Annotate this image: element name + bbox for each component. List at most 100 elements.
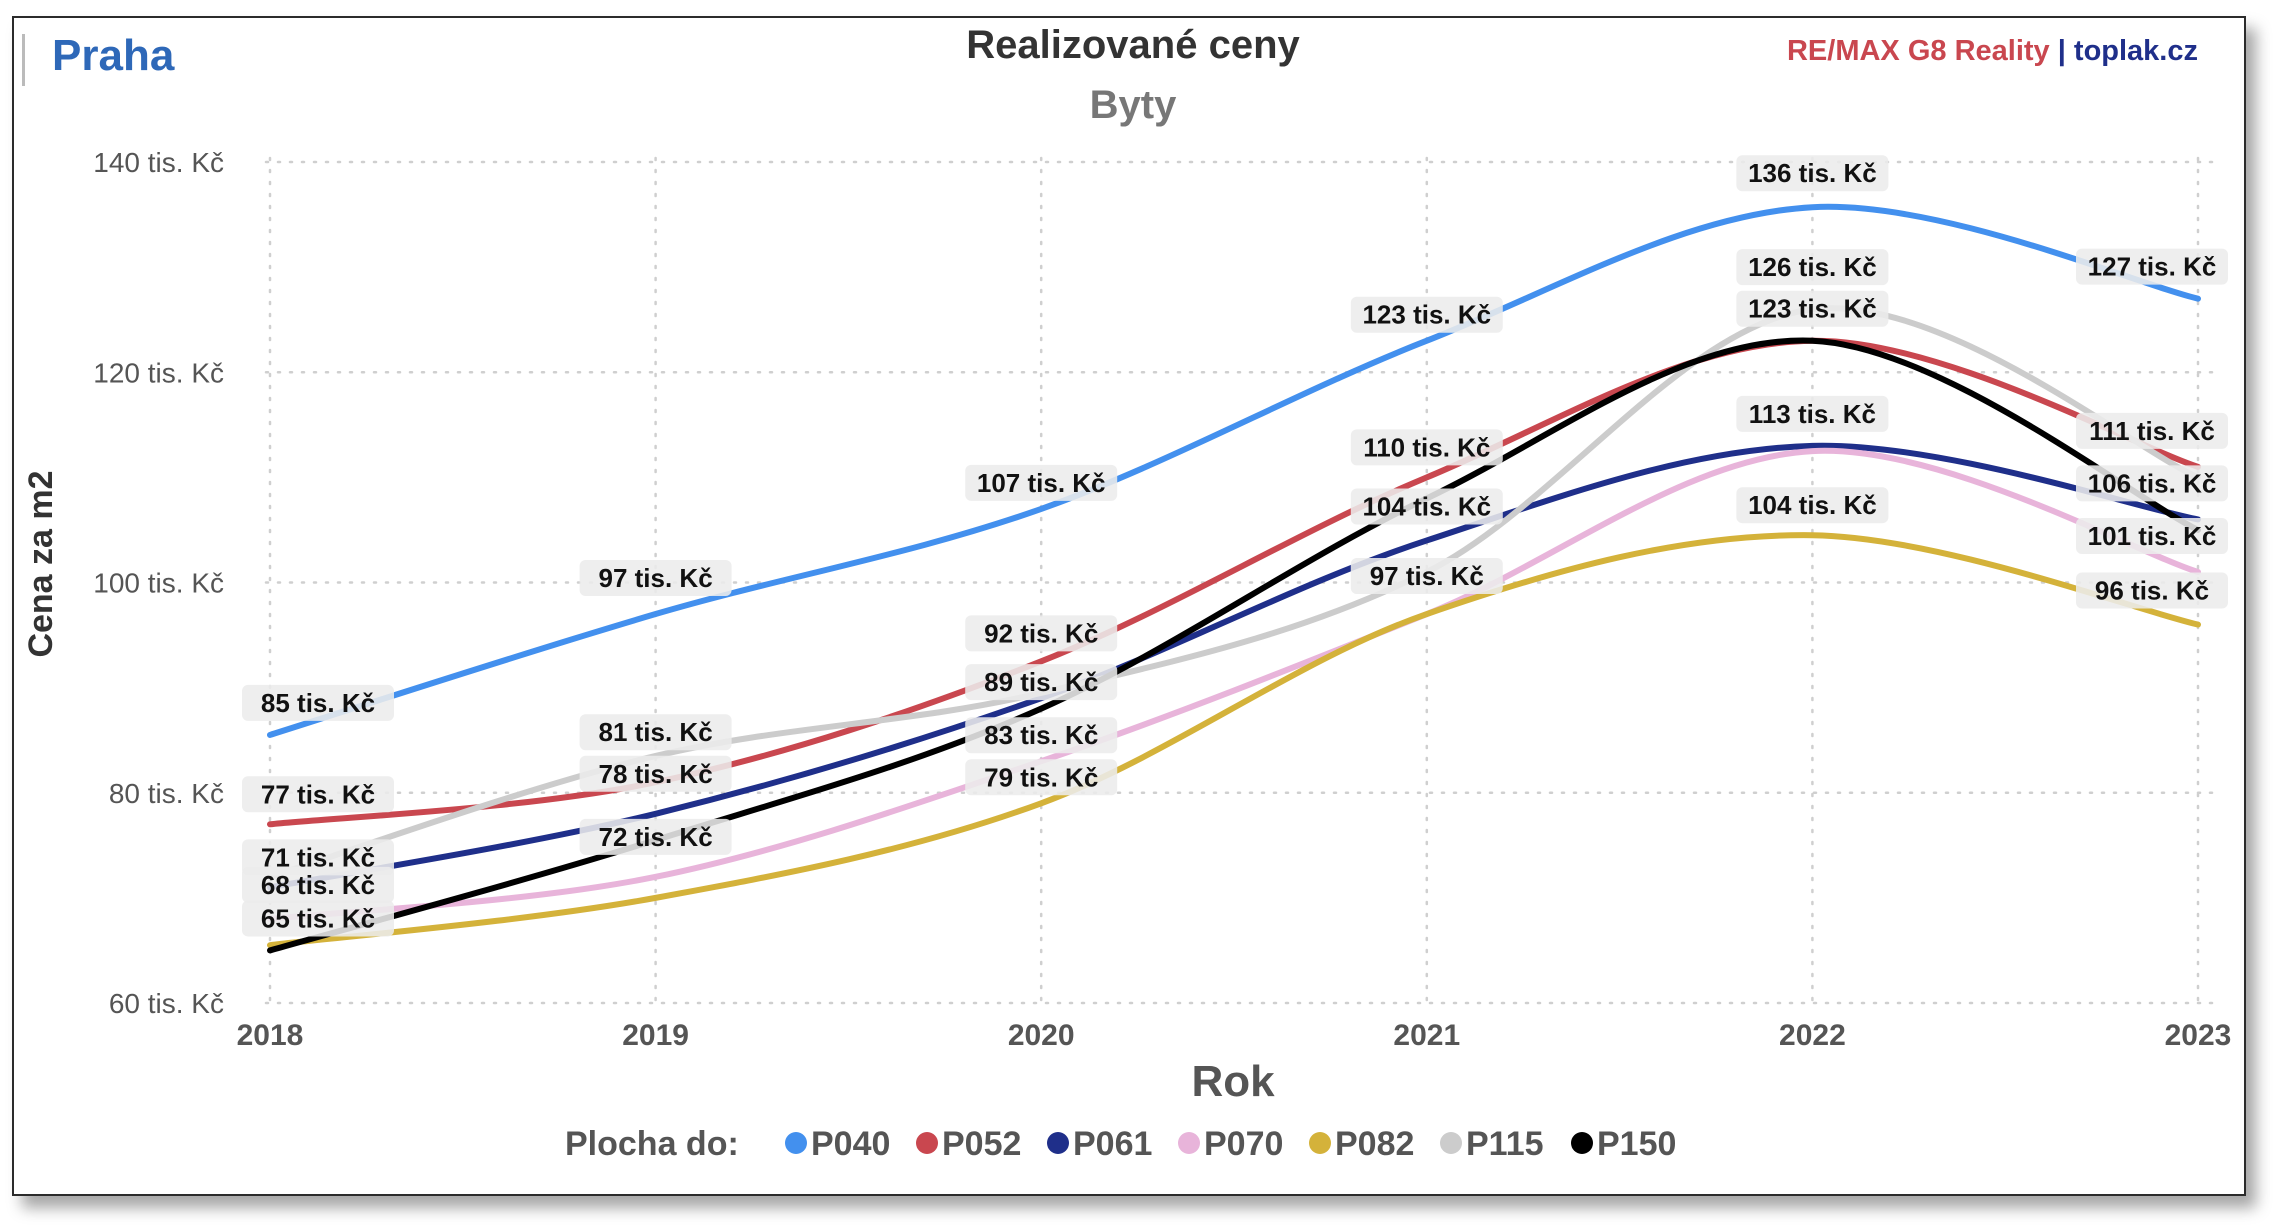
legend-label-p070: P070: [1204, 1125, 1283, 1163]
data-label: 81 tis. Kč: [579, 714, 732, 751]
series-line-p040: [267, 203, 2201, 738]
data-label-bg: [242, 684, 394, 721]
data-label: 101 tis. Kč: [2076, 517, 2228, 554]
legend-marker-p150: [1571, 1132, 1593, 1154]
data-label-text: 97 tis. Kč: [1370, 561, 1484, 591]
data-label: 107 tis. Kč: [965, 464, 1118, 501]
data-label-bg: [965, 664, 1118, 701]
data-label: 136 tis. Kč: [1736, 155, 1889, 192]
brand-text: RE/MAX G8 Reality | toplak.cz: [1787, 35, 2198, 67]
brand-remax: RE/MAX G8 Reality: [1787, 35, 2050, 67]
data-label: 92 tis. Kč: [965, 615, 1118, 652]
data-label: 96 tis. Kč: [2076, 572, 2228, 609]
data-label-text: 123 tis. Kč: [1362, 300, 1491, 330]
data-label-text: 123 tis. Kč: [1748, 294, 1877, 324]
legend-label-p150: P150: [1597, 1125, 1676, 1163]
series-line-p082: [267, 532, 2201, 949]
data-label-text: 92 tis. Kč: [984, 618, 1098, 648]
data-label-text: 104 tis. Kč: [1362, 491, 1491, 521]
data-label-text: 126 tis. Kč: [1748, 252, 1877, 282]
data-label-bg: [242, 866, 394, 903]
x-axis-ticks: 2018 2019 2020 2021 2022 2023: [237, 1019, 2232, 1052]
y-tick-label: 120 tis. Kč: [93, 357, 224, 388]
data-label-text: 78 tis. Kč: [599, 759, 713, 789]
y-tick-label: 60 tis. Kč: [109, 988, 224, 1019]
data-label: 126 tis. Kč: [1736, 249, 1889, 286]
data-label-bg: [2076, 572, 2228, 609]
data-label: 106 tis. Kč: [2076, 465, 2228, 502]
legend-marker-p061: [1047, 1132, 1069, 1154]
data-label-text: 81 tis. Kč: [599, 717, 713, 747]
y-axis-label: Cena za m2: [22, 470, 60, 657]
series-line-p070: [267, 447, 2201, 922]
data-label-text: 136 tis. Kč: [1748, 158, 1877, 188]
legend-title: Plocha do:: [565, 1125, 739, 1163]
data-label: 83 tis. Kč: [965, 717, 1118, 754]
legend-label-p040: P040: [811, 1125, 890, 1163]
data-label-text: 89 tis. Kč: [984, 667, 1098, 697]
data-label-text: 96 tis. Kč: [2095, 576, 2209, 606]
data-label-text: 101 tis. Kč: [2088, 521, 2217, 551]
data-label-text: 127 tis. Kč: [2088, 252, 2217, 282]
data-label: 85 tis. Kč: [242, 684, 394, 721]
data-label: 123 tis. Kč: [1350, 296, 1503, 333]
data-label-text: 68 tis. Kč: [261, 870, 375, 900]
data-label-bg: [1736, 290, 1889, 327]
legend-marker-p082: [1309, 1132, 1331, 1154]
chart-title: Realizované ceny: [966, 23, 1300, 67]
data-label: 89 tis. Kč: [965, 664, 1118, 701]
data-labels: 85 tis. Kč 97 tis. Kč 107 tis. Kč 123 tis. …: [242, 155, 2228, 937]
data-label: 72 tis. Kč: [579, 818, 732, 855]
region-title: Praha: [52, 31, 175, 80]
data-label-bg: [1350, 429, 1503, 466]
x-tick-label: 2020: [1008, 1019, 1075, 1052]
data-label-text: 72 tis. Kč: [599, 822, 713, 852]
data-label-bg: [242, 900, 394, 937]
data-label-text: 77 tis. Kč: [261, 779, 375, 809]
data-label-bg: [1736, 249, 1889, 286]
data-label-bg: [1736, 487, 1889, 524]
data-label-bg: [1736, 395, 1889, 432]
data-label: 79 tis. Kč: [965, 759, 1118, 796]
x-tick-label: 2023: [2165, 1019, 2232, 1052]
data-label-text: 107 tis. Kč: [977, 468, 1106, 498]
data-label-bg: [242, 839, 394, 876]
data-label: 111 tis. Kč: [2076, 412, 2228, 449]
data-label: 97 tis. Kč: [1350, 558, 1503, 595]
legend: Plocha do: P040 P052 P061 P070 P082 P115 P150: [565, 1125, 1676, 1163]
x-axis-label: Rok: [1191, 1057, 1275, 1106]
region-marker: [22, 34, 25, 86]
data-label: 65 tis. Kč: [242, 900, 394, 937]
data-label-bg: [1736, 155, 1889, 192]
y-tick-label: 100 tis. Kč: [93, 568, 224, 599]
series-line-p150: [267, 337, 2201, 954]
y-tick-label: 80 tis. Kč: [109, 778, 224, 809]
data-label-bg: [242, 776, 394, 813]
data-label: 97 tis. Kč: [579, 560, 732, 597]
series-lines: [267, 203, 2201, 954]
chart-subtitle: Byty: [1090, 83, 1177, 127]
grid: [264, 156, 2214, 1011]
x-tick-label: 2018: [237, 1019, 304, 1052]
data-label-text: 104 tis. Kč: [1748, 490, 1877, 520]
data-label-bg: [965, 615, 1118, 652]
legend-marker-p070: [1178, 1132, 1200, 1154]
data-label-text: 113 tis. Kč: [1749, 399, 1876, 429]
legend-label-p061: P061: [1073, 1125, 1152, 1163]
data-label: 78 tis. Kč: [579, 755, 732, 792]
legend-marker-p115: [1440, 1132, 1462, 1154]
data-label: 68 tis. Kč: [242, 866, 394, 903]
data-label-text: 65 tis. Kč: [261, 903, 375, 933]
data-label-bg: [2076, 412, 2228, 449]
series-line-p061: [267, 442, 2201, 891]
data-label-bg: [579, 714, 732, 751]
legend-label-p115: P115: [1466, 1125, 1544, 1163]
data-label-bg: [579, 560, 732, 597]
data-label-bg: [2076, 517, 2228, 554]
y-tick-label: 140 tis. Kč: [93, 147, 224, 178]
brand-separator: |: [2050, 35, 2074, 67]
data-label: 123 tis. Kč: [1736, 290, 1889, 327]
chart-frame: [12, 16, 2246, 1196]
legend-marker-p052: [916, 1132, 938, 1154]
